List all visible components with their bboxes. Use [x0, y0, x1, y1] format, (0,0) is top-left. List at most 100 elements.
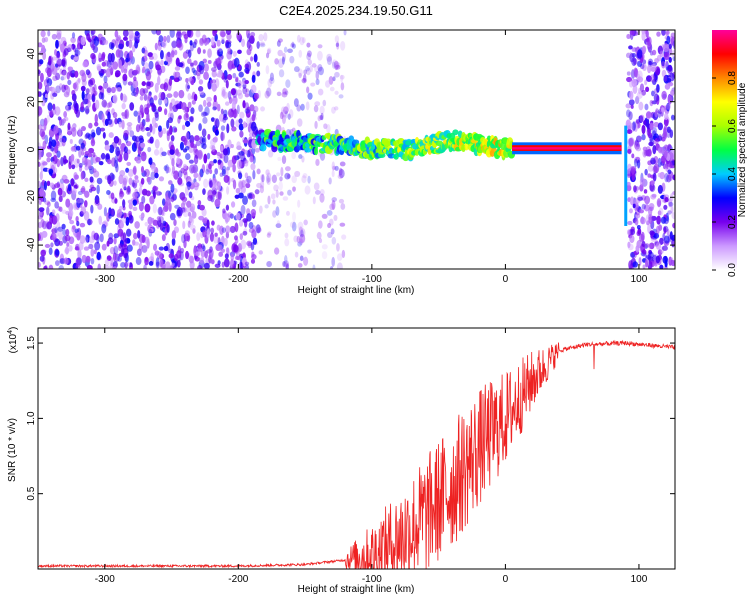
- spectrogram-speckle: [661, 90, 667, 101]
- spectrogram-speckle: [317, 63, 323, 72]
- spectrogram-speckle: [177, 76, 183, 81]
- spectrogram-speckle: [648, 141, 654, 147]
- spectrogram-speckle: [39, 128, 45, 138]
- spectrogram-speckle: [103, 206, 107, 217]
- spectrogram-speckle: [225, 41, 232, 48]
- spectrogram-speckle: [173, 71, 177, 79]
- spectrogram-speckle: [225, 204, 230, 211]
- spectrogram-speckle: [279, 191, 284, 196]
- spectrogram-speckle: [665, 30, 670, 35]
- spectrogram-speckle: [331, 106, 336, 114]
- spectrogram-speckle: [210, 227, 215, 234]
- spectrogram-speckle: [233, 155, 240, 161]
- spectrogram-speckle: [301, 175, 307, 184]
- spectrogram-speckle: [306, 86, 310, 94]
- spectrogram-speckle: [80, 149, 85, 156]
- spectrogram-speckle: [628, 137, 634, 147]
- spectrogram-speckle: [217, 190, 222, 201]
- spectrogram-speckle: [220, 125, 226, 131]
- spectrogram-speckle: [108, 213, 112, 219]
- spectrogram-speckle: [626, 122, 633, 130]
- spectrogram-speckle: [130, 32, 136, 38]
- spectrogram-speckle: [187, 77, 193, 82]
- spectrogram-speckle: [51, 56, 58, 61]
- spectrogram-speckle: [236, 32, 241, 40]
- spectrogram-speckle: [163, 60, 168, 66]
- spectrogram-speckle: [97, 263, 102, 269]
- spectrogram-speckle: [122, 30, 129, 38]
- spectrogram-speckle: [203, 153, 208, 164]
- spectrogram-speckle: [649, 242, 655, 250]
- spectrogram-speckle: [38, 180, 41, 187]
- spectrogram-speckle: [99, 39, 103, 45]
- spectrogram-speckle: [47, 30, 51, 37]
- spectrogram-speckle: [343, 30, 347, 36]
- spectrogram-speckle: [115, 146, 120, 157]
- spectrogram-speckle: [101, 53, 106, 62]
- spectrogram-speckle: [626, 76, 633, 83]
- spectrogram-speckle: [38, 42, 43, 48]
- spectrogram-speckle: [202, 143, 207, 150]
- spectrogram-speckle: [652, 172, 657, 182]
- spectrogram-speckle: [237, 49, 242, 55]
- spectrogram-speckle: [266, 260, 272, 268]
- spectrogram-speckle: [85, 108, 90, 114]
- spectrogram-speckle: [639, 114, 645, 123]
- spectrogram-speckle: [141, 81, 147, 87]
- spectrogram-speckle: [663, 150, 668, 159]
- spectrogram-speckle: [93, 249, 97, 255]
- spectrogram-speckle: [110, 192, 115, 200]
- spectrogram-speckle: [125, 57, 129, 63]
- spectrogram-speckle: [329, 203, 335, 211]
- spectrogram-speckle: [330, 228, 335, 235]
- colorbar-tick-label: 0.0: [727, 263, 738, 277]
- spectrogram-speckle: [156, 216, 161, 221]
- spectrogram-speckle: [167, 112, 172, 118]
- spectrogram-speckle: [125, 141, 132, 147]
- spectrogram-speckle: [58, 132, 63, 141]
- spectrogram-speckle: [259, 43, 266, 48]
- spectrogram-speckle: [192, 228, 196, 234]
- spectrogram-speckle: [113, 159, 119, 169]
- spectrogram-speckle: [651, 193, 657, 198]
- spectrogram-speckle: [224, 253, 229, 260]
- spectrogram-speckle: [51, 33, 58, 40]
- spectrogram-speckle: [225, 225, 231, 234]
- spectrogram-speckle: [652, 78, 657, 86]
- spectrogram-speckle: [185, 77, 189, 83]
- spectrogram-speckle: [301, 77, 307, 84]
- spectrogram-speckle: [220, 131, 226, 141]
- spectrogram-speckle: [52, 92, 58, 98]
- spectrogram-speckle: [244, 149, 248, 155]
- spectrogram-speckle: [223, 109, 228, 117]
- spectrogram-speckle: [123, 95, 128, 103]
- spectrogram-speckle: [659, 264, 664, 269]
- spectrogram-speckle: [51, 228, 57, 234]
- spectrogram-speckle: [85, 88, 90, 94]
- spectrogram-speckle: [284, 232, 289, 239]
- spectrogram-speckle: [242, 121, 247, 129]
- spectrogram-speckle: [65, 246, 69, 255]
- spectrogram-speckle: [149, 123, 153, 133]
- spectrogram-speckle: [645, 86, 650, 93]
- spectrogram-speckle: [314, 101, 321, 107]
- spectrogram-speckle: [148, 260, 154, 266]
- spectrogram-speckle: [61, 84, 66, 93]
- spectrogram-speckle: [281, 114, 286, 125]
- spectrogram-speckle: [627, 163, 632, 172]
- spectrogram-speckle: [281, 52, 286, 62]
- spectrogram-speckle: [159, 50, 164, 60]
- spectrogram-speckle: [68, 104, 72, 110]
- spectrogram-speckle: [246, 106, 251, 115]
- spectrogram-speckle: [657, 122, 663, 131]
- spectrogram-speckle: [273, 184, 279, 192]
- spectrogram-speckle: [628, 80, 634, 88]
- spectrogram-speckle: [61, 69, 67, 76]
- spectrogram-speckle: [645, 30, 649, 38]
- spectrogram-speckle: [238, 181, 244, 190]
- spectrogram-speckle: [191, 166, 197, 174]
- spectrogram-speckle: [647, 173, 652, 178]
- spectrogram-speckle: [180, 102, 187, 111]
- spectrogram-speckle: [670, 32, 675, 38]
- spectrogram-speckle: [238, 172, 243, 180]
